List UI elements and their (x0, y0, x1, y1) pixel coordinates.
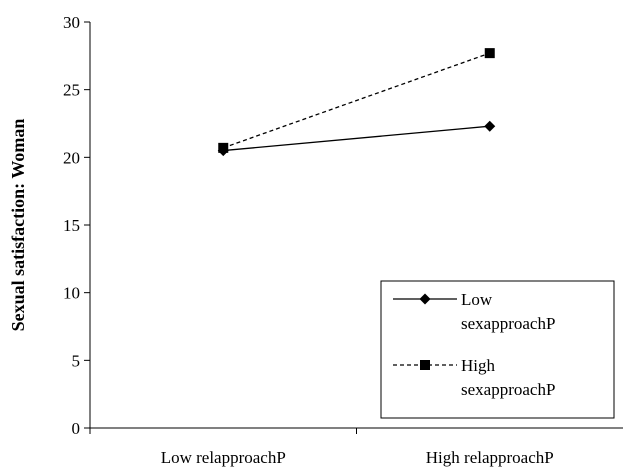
y-tick-label: 0 (72, 419, 81, 438)
series-line (223, 52, 490, 149)
x-tick-label: High relapproachP (426, 448, 554, 467)
legend: Low sexapproachP High sexapproachP (380, 280, 615, 419)
legend-label: sexapproachP (461, 380, 555, 399)
series-1 (217, 120, 496, 157)
x-ticks: Low relapproachP High relapproachP (89, 428, 554, 467)
data-point (484, 48, 495, 59)
y-tick-label: 30 (63, 13, 80, 32)
legend-label: High (461, 356, 496, 375)
y-tick-label: 5 (72, 351, 81, 370)
y-tick-label: 25 (63, 81, 80, 100)
y-axis-label: Sexual satisfaction: Woman (8, 119, 28, 332)
data-point (218, 142, 229, 153)
series-line (223, 125, 490, 152)
data-point (484, 120, 496, 132)
legend-marker (420, 360, 430, 370)
y-tick-label: 10 (63, 284, 80, 303)
x-tick-label: Low relapproachP (161, 448, 286, 467)
y-tick-label: 15 (63, 216, 80, 235)
legend-box (380, 280, 615, 419)
legend-label: Low (461, 290, 493, 309)
series-layer (217, 48, 496, 157)
y-tick-label: 20 (63, 148, 80, 167)
series-2 (218, 48, 495, 153)
y-ticks: 0 5 10 15 20 25 30 (63, 13, 90, 438)
legend-label: sexapproachP (461, 314, 555, 333)
legend-entry: High sexapproachP (393, 356, 555, 399)
legend-entry: Low sexapproachP (393, 290, 555, 333)
legend-marker (419, 293, 431, 305)
